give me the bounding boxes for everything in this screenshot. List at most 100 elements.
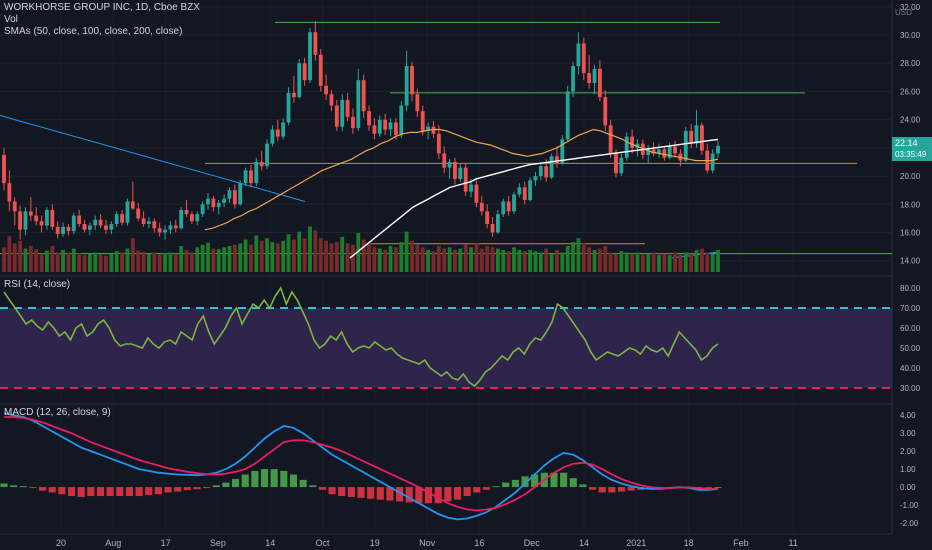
candle-body-52 (281, 122, 286, 137)
rsi-legend: RSI (14, close) (4, 279, 70, 291)
candle-body-51 (275, 129, 280, 137)
volume-bar-83 (447, 247, 452, 272)
candle-body-31 (168, 225, 173, 230)
candle-body-25 (136, 208, 141, 219)
volume-bar-39 (211, 248, 216, 272)
volume-bar-9 (50, 246, 55, 272)
volume-bar-75 (404, 231, 409, 272)
candle-body-47 (254, 161, 259, 184)
candle-body-100 (538, 166, 543, 177)
macd-hist-bar-64 (617, 487, 626, 492)
macd-hist-bar-74 (714, 487, 722, 489)
candle-body-95 (512, 194, 516, 212)
macd-hist-bar-30 (289, 474, 298, 488)
volume-bar-82 (442, 248, 447, 272)
candle-body-46 (249, 170, 253, 184)
volume-bar-21 (114, 251, 119, 272)
vol-label[interactable]: Vol (4, 14, 18, 25)
candle-body-72 (388, 122, 393, 130)
macd-hist-bar-33 (318, 487, 326, 490)
macd-hist-bar-51 (492, 486, 500, 488)
macd-hist-bar-34 (328, 487, 336, 495)
candle-body-81 (436, 133, 441, 154)
macd-hist-bar-6 (58, 487, 66, 495)
candle-body-132 (710, 153, 715, 171)
macd-hist-bar-42 (405, 487, 413, 503)
macd-hist-bar-40 (386, 487, 394, 501)
macd-panel (0, 412, 722, 521)
volume-bar-114 (614, 253, 618, 272)
candle-body-67 (361, 80, 366, 112)
time-tick-5: Oct (315, 538, 330, 548)
volume-bar-76 (410, 240, 414, 272)
volume-bar-19 (104, 255, 108, 272)
candle-body-60 (324, 85, 329, 95)
rsi-tick-2: 50.00 (900, 344, 921, 353)
last-price-tag: 22.14 (892, 137, 932, 149)
macd-hist-bar-22 (212, 485, 220, 488)
candle-body-103 (555, 156, 559, 164)
candle-body-83 (447, 161, 452, 168)
symbol-title[interactable]: WORKHORSE GROUP INC, 1D, Cboe BZX (4, 2, 200, 13)
macd-hist-bar-1 (10, 485, 18, 488)
time-tick-1: Aug (105, 538, 121, 548)
volume-bar-46 (249, 244, 253, 272)
volume-bar-70 (377, 248, 382, 272)
candle-body-14 (77, 215, 82, 225)
candle-body-101 (544, 166, 549, 178)
volume-bar-61 (329, 243, 334, 272)
candle-body-73 (393, 122, 398, 136)
macd-hist-bar-50 (482, 487, 491, 490)
volume-bar-44 (238, 243, 243, 272)
volume-bar-58 (313, 230, 318, 272)
macd-hist-bar-28 (270, 469, 278, 488)
candle-body-4 (23, 211, 28, 230)
volume-bar-86 (463, 244, 468, 272)
candle-body-74 (399, 105, 404, 136)
candle-body-80 (431, 126, 436, 134)
candle-body-120 (646, 149, 651, 155)
macd-hist-bar-55 (531, 474, 539, 488)
candle-body-68 (367, 111, 371, 126)
sma-label[interactable]: SMAs (50, close, 100, close, 200, close) (4, 26, 183, 37)
volume-bar-1 (7, 236, 12, 272)
candle-body-63 (340, 99, 345, 127)
volume-bar-47 (254, 235, 259, 272)
time-tick-12: 18 (684, 538, 694, 548)
time-tick-4: 14 (265, 538, 275, 548)
macd-hist-bar-4 (39, 487, 47, 491)
price-levels[interactable] (0, 21, 892, 259)
volume-bar-13 (71, 248, 76, 272)
candle-body-93 (501, 201, 506, 215)
volume-bar-124 (667, 255, 672, 272)
candle-body-0 (2, 154, 6, 184)
rsi-label[interactable]: RSI (14, close) (4, 279, 71, 290)
candle-body-50 (270, 129, 275, 144)
candle-body-59 (318, 54, 323, 86)
price-tick-5: 24.00 (900, 116, 921, 125)
volume-bar-25 (136, 250, 141, 272)
candle-body-104 (560, 139, 565, 164)
macd-hist-bar-32 (309, 485, 317, 488)
candle-body-15 (82, 224, 87, 230)
volume-bar-78 (420, 247, 425, 272)
candle-body-11 (61, 226, 65, 234)
volume-bar-59 (318, 238, 323, 272)
macd-hist-bar-5 (48, 487, 56, 493)
price-tick-1: 16.00 (900, 229, 921, 238)
volume-bar-109 (587, 247, 592, 272)
macd-legend: MACD (12, 26, close, 9) (4, 407, 111, 419)
candle-body-34 (184, 209, 189, 215)
volume-bar-33 (179, 246, 184, 272)
volume-bar-106 (571, 242, 575, 272)
macd-label[interactable]: MACD (12, 26, close, 9) (4, 407, 111, 418)
candle-body-54 (291, 92, 296, 98)
signal-line (4, 416, 718, 512)
volume-bar-117 (630, 253, 635, 272)
macd-hist-bar-29 (280, 470, 288, 488)
volume-bar-32 (173, 253, 178, 272)
macd-hist-bar-20 (193, 487, 201, 490)
candle-body-44 (238, 183, 243, 205)
macd-tick-3: 1.00 (900, 465, 916, 474)
